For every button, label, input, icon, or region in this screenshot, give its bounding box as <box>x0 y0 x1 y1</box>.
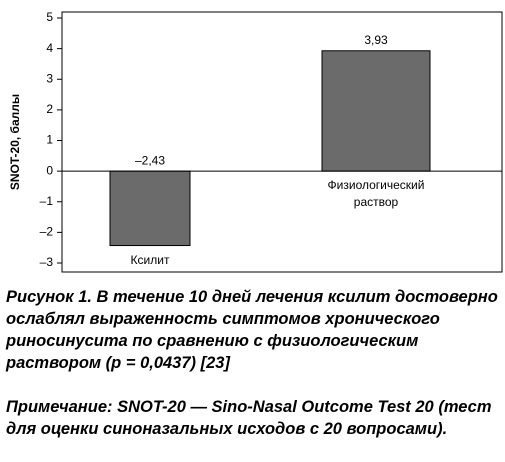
figure-note: Примечание: SNOT-20 — Sino-Nasal Outcome… <box>6 398 492 438</box>
y-tick-label: 2 <box>46 102 53 116</box>
y-tick-label: –2 <box>40 225 54 239</box>
category-label: Физиологический раствор <box>327 178 425 210</box>
y-tick-label: 4 <box>46 41 53 55</box>
y-tick-label: –3 <box>40 255 54 269</box>
y-tick-label: 0 <box>46 163 53 177</box>
category-label: Ксилит <box>130 252 170 267</box>
y-tick-label: 5 <box>46 10 53 24</box>
bar <box>109 170 191 247</box>
chart: SNOT-20, баллы –3 –2 –1 0 1 2 3 4 5 –2,43 3,93 <box>8 10 503 273</box>
y-tick-label: 3 <box>46 71 53 85</box>
y-tick-label: 1 <box>46 133 53 147</box>
y-tick-label: –1 <box>40 194 54 208</box>
bar <box>321 50 431 172</box>
value-label: –2,43 <box>135 153 165 167</box>
y-axis-label: SNOT-20, баллы <box>8 94 22 190</box>
value-label: 3,93 <box>364 33 388 47</box>
figure-caption: Рисунок 1. В течение 10 дней лечения кси… <box>6 288 498 372</box>
